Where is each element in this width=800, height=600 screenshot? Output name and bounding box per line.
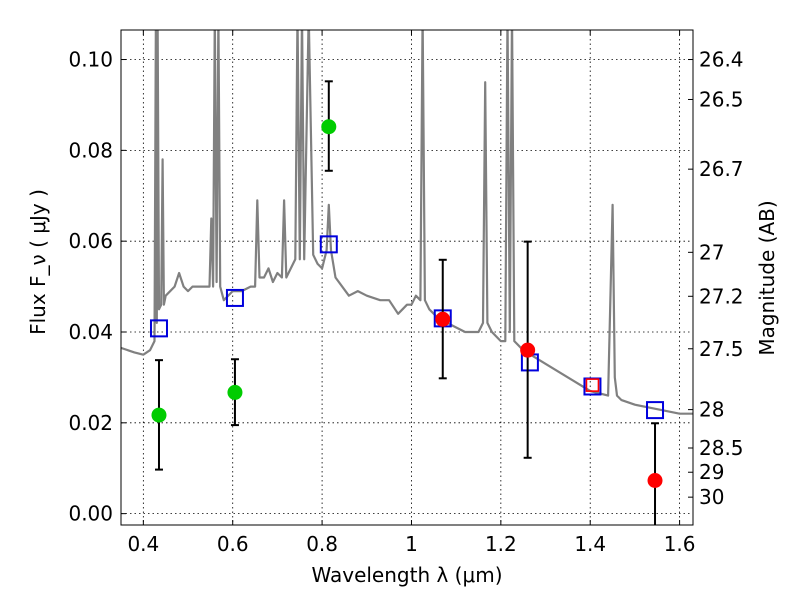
mag-tick-label: 29 [699, 460, 724, 484]
y-tick-label: 0.08 [68, 138, 113, 162]
red-point-marker-hollow [585, 378, 600, 392]
red-point-marker [520, 342, 536, 358]
red-point-marker [647, 472, 663, 488]
mag-tick-label: 30 [699, 485, 724, 509]
template-spectrum-layer [121, 30, 693, 415]
x-tick-label: 1.6 [664, 532, 696, 556]
mag-tick-label: 26.5 [699, 87, 744, 111]
mag-tick-label: 27.2 [699, 284, 744, 308]
template-spectrum-line [121, 30, 693, 415]
y-tick-label: 0.00 [68, 502, 113, 526]
mag-tick-label: 27.5 [699, 337, 744, 361]
mag-tick-label: 28.5 [699, 436, 744, 460]
y-tick-label: 0.06 [68, 229, 113, 253]
x-tick-label: 0.8 [306, 532, 338, 556]
model-square-marker [646, 401, 665, 420]
green-point-marker [151, 407, 167, 423]
y-axis-label: Flux F_ν ( μJy ) [26, 189, 50, 335]
y2-axis-label: Magnitude (AB) [755, 200, 779, 355]
mag-tick-label: 27 [699, 240, 724, 264]
mag-tick-label: 28 [699, 398, 724, 422]
x-tick-label: 0.4 [127, 532, 159, 556]
red-point-marker [435, 311, 451, 327]
y-tick-labels: 0.00 0.02 0.04 0.06 0.08 0.10 [68, 48, 113, 526]
x-axis-label: Wavelength λ (μm) [311, 563, 502, 587]
green-point-marker [227, 384, 243, 400]
green-point-marker [321, 119, 337, 135]
x-tick-label: 1.2 [485, 532, 517, 556]
y-tick-label: 0.10 [68, 48, 113, 72]
plot-frame [120, 29, 694, 526]
x-tick-label: 1 [405, 532, 418, 556]
y-tick-label: 0.02 [68, 411, 113, 435]
y-tick-label: 0.04 [68, 320, 113, 344]
x-tick-label: 0.6 [217, 532, 249, 556]
model-square-marker [149, 319, 168, 338]
plot-area-background [121, 30, 693, 525]
model-square-marker [319, 235, 338, 254]
points-layer [151, 119, 663, 488]
x-tick-label: 1.4 [574, 532, 606, 556]
mag-tick-label: 26.7 [699, 157, 744, 181]
model-square-marker [225, 288, 244, 307]
x-tick-labels: 0.4 0.6 0.8 1 1.2 1.4 1.6 [127, 532, 695, 556]
ticks [121, 30, 693, 525]
mag-tick-label: 26.4 [699, 48, 744, 72]
